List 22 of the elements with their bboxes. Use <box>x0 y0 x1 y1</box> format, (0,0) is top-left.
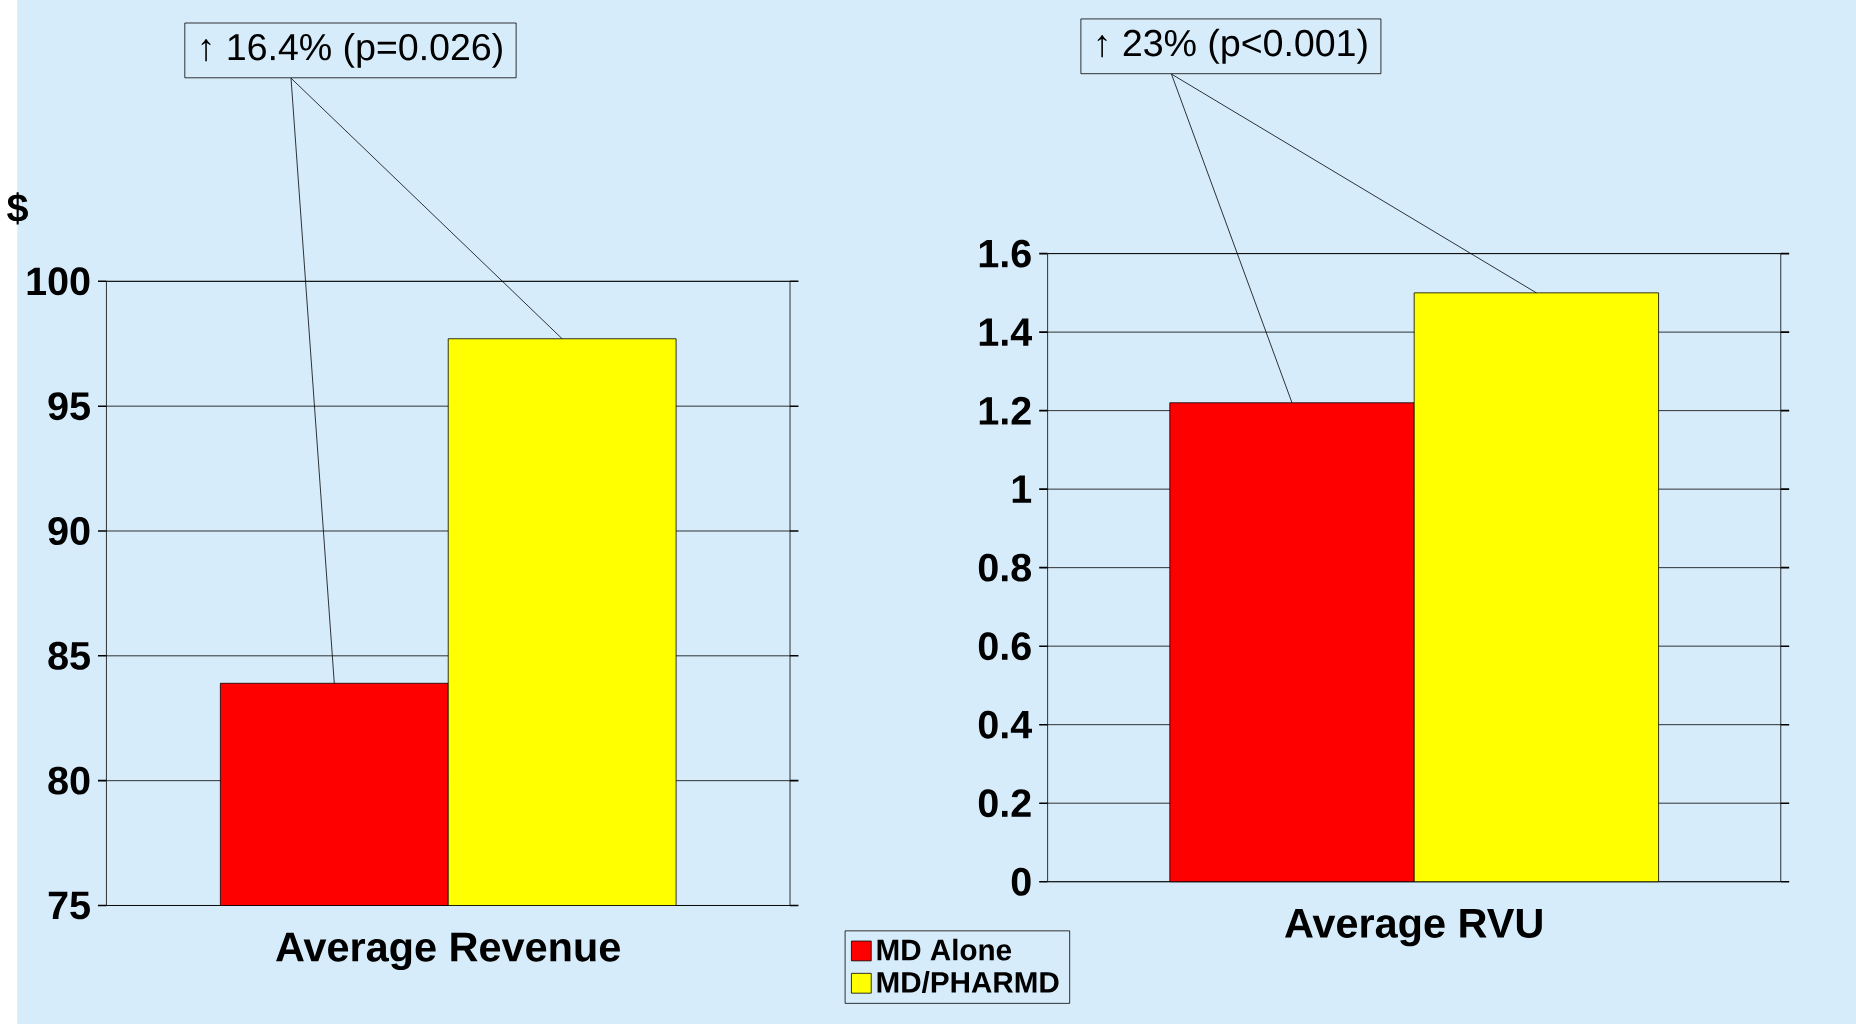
x-tick-label: Average RVU <box>1285 908 1542 947</box>
y-tick-label: 100 <box>27 267 90 296</box>
y-axis-title: $ <box>7 192 28 225</box>
legend-label: MD/PHARMD <box>877 970 1059 993</box>
text: ↑ 23% (p<0.001) <box>1097 28 1367 64</box>
y-tick-label: 0.4 <box>978 710 1032 739</box>
y-tick-label: 1.2 <box>979 396 1031 425</box>
y-tick-label: 0.8 <box>978 553 1031 582</box>
y-tick-label: 95 <box>48 392 90 420</box>
legend-label: MD Alone <box>877 938 1012 961</box>
y-tick-label: 1.6 <box>979 239 1031 268</box>
y-tick-label: 80 <box>48 766 90 795</box>
y-tick-label: 75 <box>48 891 90 920</box>
y-tick-label: 85 <box>48 641 90 670</box>
x-tick-label: Average Revenue <box>276 932 620 970</box>
y-tick-label: 0.6 <box>978 632 1031 660</box>
y-tick-label: 1.4 <box>979 318 1032 346</box>
y-tick-label: 0 <box>1011 867 1031 896</box>
y-tick-label: 90 <box>48 516 90 545</box>
y-tick-label: 1 <box>1012 475 1032 503</box>
text: ↑ 16.4% (p=0.026) <box>201 32 502 68</box>
y-tick-label: 0.2 <box>978 789 1031 817</box>
